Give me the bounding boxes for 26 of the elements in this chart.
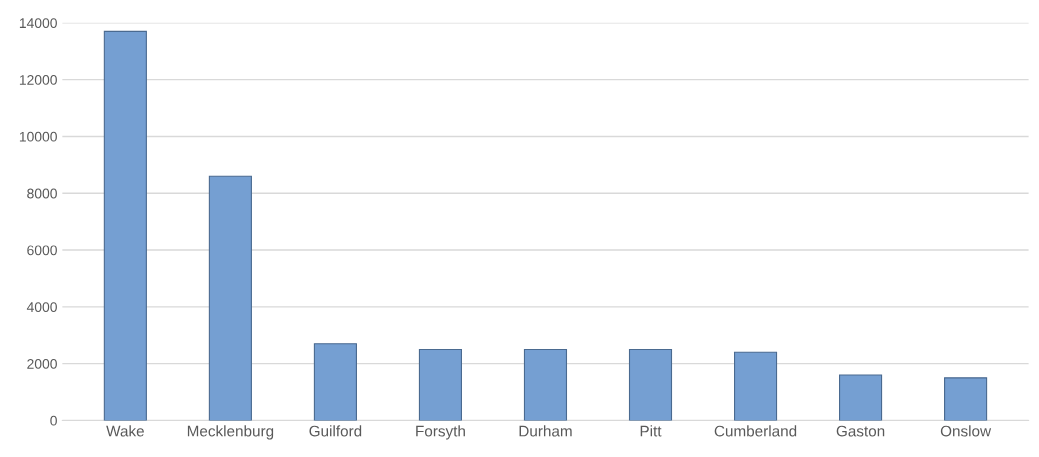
bar bbox=[523, 348, 568, 421]
bar bbox=[313, 343, 357, 421]
x-tick-label: Pitt bbox=[640, 425, 662, 437]
y-tick-label: 4000 bbox=[26, 302, 57, 313]
bar bbox=[944, 377, 988, 421]
bar bbox=[628, 348, 673, 421]
y-tick-label: 6000 bbox=[27, 245, 57, 256]
x-tick-label: Cumberland bbox=[714, 425, 797, 437]
bar bbox=[733, 351, 778, 421]
bar bbox=[103, 30, 147, 421]
bar bbox=[208, 175, 252, 421]
y-tick-label: 10000 bbox=[19, 131, 57, 142]
bar bbox=[839, 374, 883, 421]
x-tick-label: Forsyth bbox=[416, 425, 465, 440]
y-tick-label: 0 bbox=[50, 415, 57, 426]
bar bbox=[418, 348, 463, 421]
y-tick-label: 8000 bbox=[27, 188, 57, 199]
x-tick-label: Durham bbox=[519, 425, 572, 437]
y-tick-label: 2000 bbox=[27, 358, 57, 369]
x-tick-label: Guilford bbox=[309, 425, 362, 437]
y-tick-label: 14000 bbox=[19, 18, 57, 29]
y-tick-label: 12000 bbox=[19, 74, 57, 85]
x-tick-label: Wake bbox=[106, 425, 144, 437]
x-tick-label: Mecklenburg bbox=[187, 425, 274, 440]
x-tick-label: Onslow bbox=[940, 425, 992, 437]
x-tick-label: Gaston bbox=[836, 425, 885, 437]
